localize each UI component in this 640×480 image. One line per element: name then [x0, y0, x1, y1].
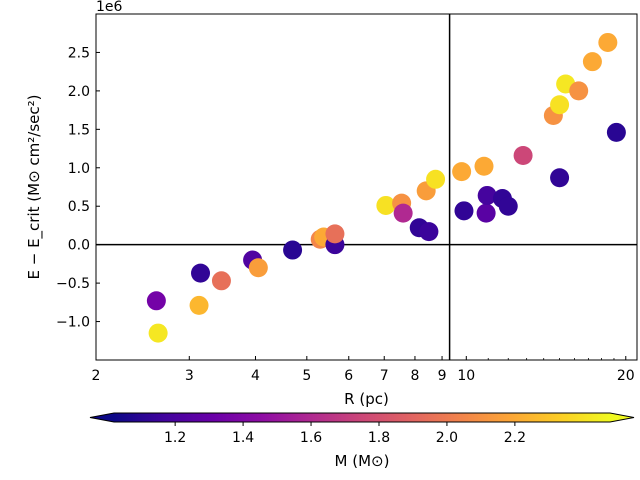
- data-point: [606, 122, 626, 142]
- data-point: [376, 195, 396, 215]
- data-point: [248, 258, 268, 278]
- x-tick-label: 4: [251, 368, 260, 384]
- data-point: [191, 263, 211, 283]
- x-tick-label: 8: [410, 368, 419, 384]
- data-point: [550, 168, 570, 188]
- y-axis-title: E − E_crit (M⊙ cm²/sec²): [25, 94, 44, 279]
- data-point: [582, 52, 602, 72]
- y-tick-label: 2.5: [68, 45, 90, 61]
- data-point: [419, 222, 439, 242]
- y-tick-label: 1.5: [68, 122, 90, 138]
- x-tick-label: 10: [457, 368, 475, 384]
- data-point: [426, 169, 446, 189]
- x-tick-label: 5: [302, 368, 311, 384]
- data-point: [211, 271, 231, 291]
- colorbar-tick-label: 2.2: [504, 430, 526, 446]
- x-tick-label: 20: [617, 368, 635, 384]
- colorbar-tick-label: 2.0: [436, 430, 458, 446]
- axes-frame: [95, 13, 638, 361]
- x-axis-title: R (pc): [344, 390, 389, 408]
- colorbar-gradient: [114, 413, 610, 422]
- x-tick-label: 7: [380, 368, 389, 384]
- y-tick-label: −1.0: [56, 315, 90, 331]
- data-point: [474, 156, 494, 176]
- data-point: [454, 201, 474, 221]
- colorbar-tick-label: 1.2: [164, 430, 186, 446]
- colorbar-tick-label: 1.4: [232, 430, 254, 446]
- x-tick-label: 3: [185, 368, 194, 384]
- x-tick-label: 2: [92, 368, 101, 384]
- data-point: [513, 145, 533, 165]
- data-point: [477, 185, 497, 205]
- y-offset-label: 1e6: [96, 0, 123, 15]
- data-point: [283, 240, 303, 260]
- colorbar: 1.2 1.4 1.6 1.8 2.0 2.2 M (M⊙): [89, 412, 635, 470]
- data-point: [598, 32, 618, 52]
- data-point: [148, 323, 168, 343]
- data-point: [569, 81, 589, 101]
- data-point: [498, 196, 518, 216]
- y-tick-label: 0.5: [68, 199, 90, 215]
- x-tick-label: 6: [344, 368, 353, 384]
- data-point: [146, 291, 166, 311]
- colorbar-label: M (M⊙): [335, 452, 390, 470]
- y-tick-label: 0.0: [68, 238, 90, 254]
- y-tick-label: 2.0: [68, 84, 90, 100]
- data-point: [393, 203, 413, 223]
- y-tick-label: −0.5: [56, 276, 90, 292]
- data-point: [476, 203, 496, 223]
- y-tick-label: 1.0: [68, 161, 90, 177]
- data-point: [452, 162, 472, 182]
- data-point: [189, 295, 209, 315]
- x-tick-label: 9: [438, 368, 447, 384]
- colorbar-tick-label: 1.6: [300, 430, 322, 446]
- data-point: [550, 95, 570, 115]
- colorbar-outline: [89, 412, 635, 423]
- colorbar-extend-low: [90, 413, 114, 422]
- colorbar-extend-high: [610, 413, 634, 422]
- colorbar-tick-label: 1.8: [368, 430, 390, 446]
- plot-area: 2 3 4 5 6 7 8 9 10 20 −1.0 −0.5 0.0 0.5 1.0 1.5 2.0 2.5 1e…: [25, 0, 638, 408]
- data-point: [325, 224, 345, 244]
